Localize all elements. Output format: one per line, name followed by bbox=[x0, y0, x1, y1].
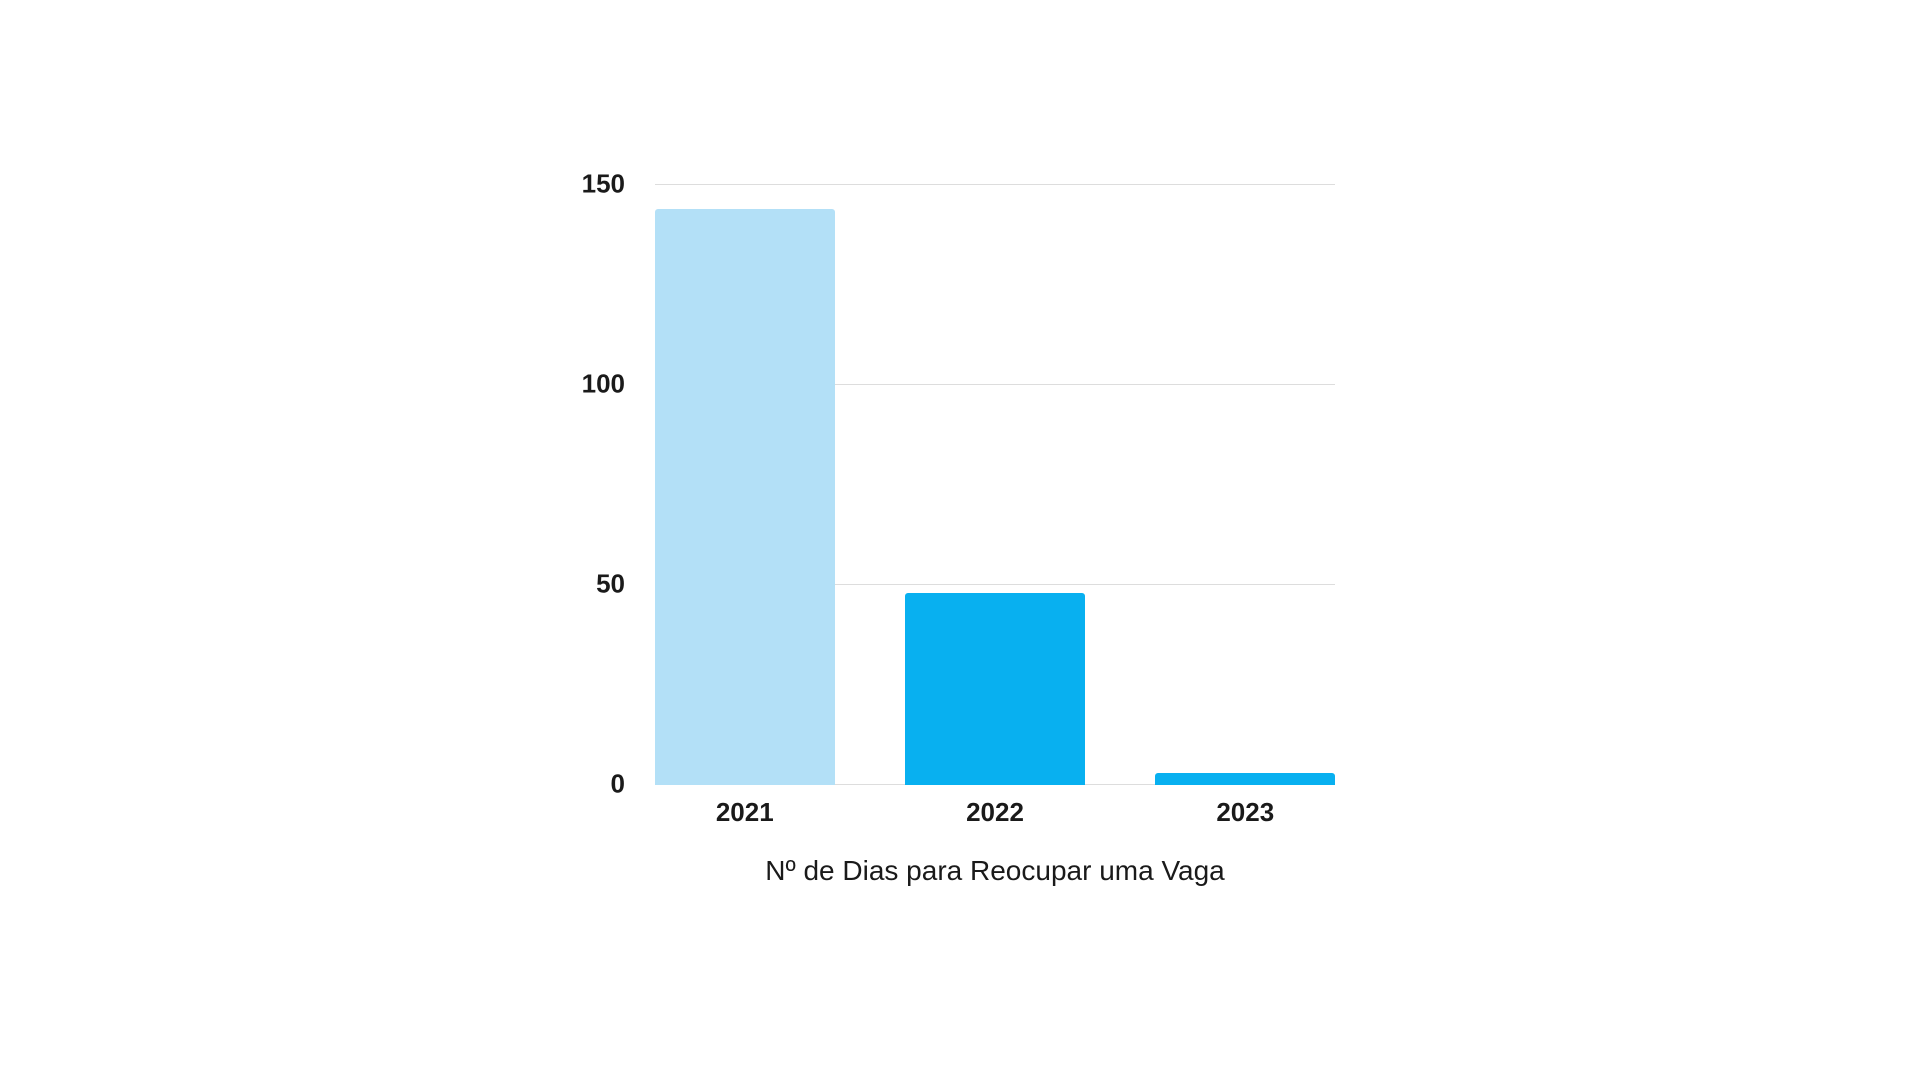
x-axis-title: Nº de Dias para Reocupar uma Vaga bbox=[765, 855, 1225, 887]
bar-chart: 0 50 100 150 2021 2022 2023 Nº de Dias p… bbox=[535, 165, 1385, 915]
bar-2022 bbox=[905, 593, 1085, 785]
bar-2021 bbox=[655, 209, 835, 785]
x-tick-label: 2021 bbox=[716, 797, 774, 828]
x-tick-label: 2022 bbox=[966, 797, 1024, 828]
y-tick-label: 50 bbox=[596, 569, 625, 600]
y-tick-label: 100 bbox=[582, 369, 625, 400]
bar-2023 bbox=[1155, 773, 1335, 785]
y-tick-label: 150 bbox=[582, 169, 625, 200]
bars-group bbox=[655, 185, 1335, 785]
y-tick-label: 0 bbox=[611, 769, 625, 800]
plot-area: 0 50 100 150 2021 2022 2023 Nº de Dias p… bbox=[655, 185, 1335, 785]
x-tick-label: 2023 bbox=[1216, 797, 1274, 828]
